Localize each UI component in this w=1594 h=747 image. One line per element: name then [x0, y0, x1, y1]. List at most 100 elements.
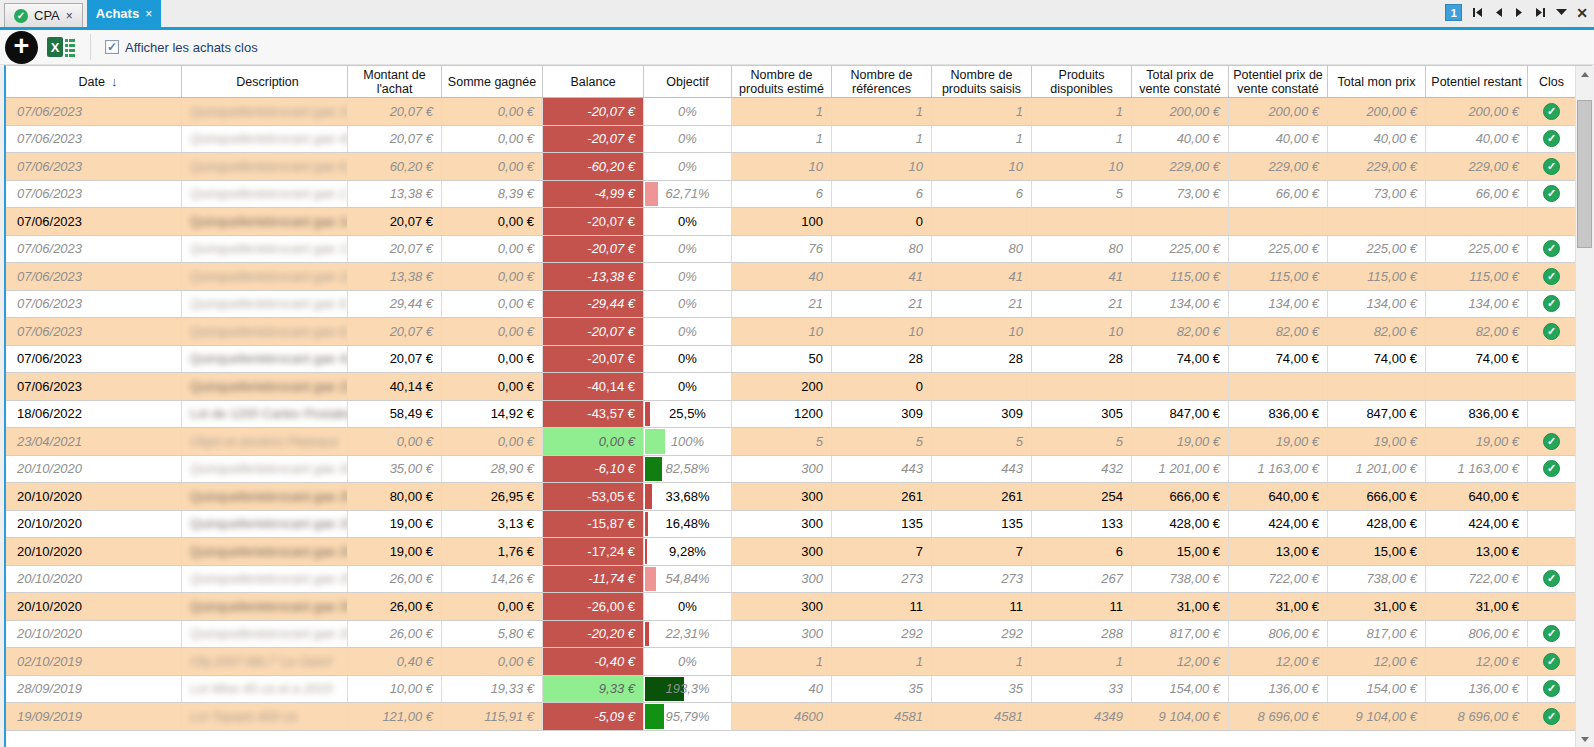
cell-total-mon-prix: 74,00 € [1328, 346, 1426, 373]
header-somme-gagnee[interactable]: Somme gagnée [442, 66, 543, 97]
table-row[interactable]: 20/10/2020 Quinquelleriebrocant gae 2009… [6, 483, 1592, 511]
last-tab-icon[interactable] [1534, 7, 1546, 19]
show-closed-checkbox[interactable]: ✓ Afficher les achats clos [105, 40, 258, 55]
header-total-mon-prix[interactable]: Total mon prix [1328, 66, 1426, 97]
cpa-check-icon: ✓ [14, 9, 28, 23]
cell-nb-saisis: 21 [932, 291, 1032, 318]
table-row[interactable]: 20/10/2020 Quinquelleriebrocant gae 2009… [6, 538, 1592, 566]
add-purchase-button[interactable]: + [5, 31, 38, 64]
table-row[interactable]: 07/06/2023 Quinquelleriebrocant gae 8_20… [6, 318, 1592, 346]
objectif-value: 25,5% [669, 406, 706, 421]
first-tab-icon[interactable] [1471, 7, 1483, 19]
cell-nb-estime: 4600 [732, 703, 832, 730]
table-row[interactable]: 23/04/2021 Objet et anciens Plateaux 0,0… [6, 428, 1592, 456]
cell-balance: -13,38 € [543, 263, 644, 290]
cell-disponibles: 6 [1032, 538, 1132, 565]
table-row[interactable]: 07/06/2023 Quinquelleriebrocant gae 8_20… [6, 291, 1592, 319]
cell-total-mon-prix: 738,00 € [1328, 566, 1426, 593]
table-row[interactable]: 07/06/2023 Quinquelleriebrocant gae 22_2… [6, 373, 1592, 401]
tab-cpa-close-icon[interactable]: × [66, 9, 73, 23]
clos-check-icon: ✓ [1543, 158, 1560, 175]
header-potentiel-prix-vente[interactable]: Potentiel prix de vente constaté [1229, 66, 1328, 97]
cell-date: 07/06/2023 [6, 236, 182, 263]
table-row[interactable]: 20/10/2020 Quinquelleriebrocant gae 2009… [6, 593, 1592, 621]
header-nb-produits-saisis[interactable]: Nombre de produits saisis [932, 66, 1032, 97]
cell-potentiel-vente: 225,00 € [1229, 236, 1328, 263]
tab-list-dropdown-icon[interactable] [1555, 7, 1567, 19]
header-clos[interactable]: Clos [1528, 66, 1575, 97]
scroll-up-icon[interactable] [1576, 66, 1593, 82]
table-header: Date ↓ Description Montant de l'achat So… [6, 66, 1592, 98]
cell-potentiel-vente: 66,00 € [1229, 181, 1328, 208]
cell-clos: ✓ [1528, 263, 1575, 290]
previous-tab-icon[interactable] [1492, 7, 1504, 19]
cell-total-mon-prix: 115,00 € [1328, 263, 1426, 290]
header-produits-disponibles[interactable]: Produits disponibles [1032, 66, 1132, 97]
cell-date: 18/06/2022 [6, 401, 182, 428]
table-row[interactable]: 18/06/2022 Lot de 1200 Cartes Postales a… [6, 401, 1592, 429]
table-row[interactable]: 07/06/2023 Quinquelleriebrocant gae 41_2… [6, 346, 1592, 374]
scrollbar-thumb[interactable] [1577, 100, 1592, 248]
cell-clos: ✓ [1528, 98, 1575, 125]
table-row[interactable]: 20/10/2020 Quinquelleriebrocant gae 2009… [6, 566, 1592, 594]
header-date[interactable]: Date ↓ [6, 66, 182, 97]
cell-montant: 0,40 € [348, 648, 442, 675]
next-tab-icon[interactable] [1513, 7, 1525, 19]
header-montant[interactable]: Montant de l'achat [348, 66, 442, 97]
tab-cpa-label: CPA [34, 8, 60, 23]
table-row[interactable]: 07/06/2023 Quinquelleriebrocant gae 17_2… [6, 236, 1592, 264]
cell-disponibles: 1 [1032, 126, 1132, 153]
table-row[interactable]: 20/10/2020 Quinquelleriebrocant gae 2009… [6, 511, 1592, 539]
cell-objectif: 95,79% [644, 703, 732, 730]
cell-montant: 19,00 € [348, 538, 442, 565]
cell-date: 07/06/2023 [6, 263, 182, 290]
objectif-progress-bar [645, 182, 658, 207]
vertical-scrollbar[interactable] [1575, 66, 1592, 747]
table-row[interactable]: 07/06/2023 Quinquelleriebrocant gae 42_2… [6, 126, 1592, 154]
table-row[interactable]: 07/06/2023 Quinquelleriebrocant gae 2_20… [6, 181, 1592, 209]
cell-date: 28/09/2019 [6, 676, 182, 703]
cell-potentiel-vente: 136,00 € [1229, 676, 1328, 703]
table-row[interactable]: 07/06/2023 Quinquelleriebrocant gae 14_2… [6, 208, 1592, 236]
cell-nb-estime: 21 [732, 291, 832, 318]
cell-objectif: 33,68% [644, 483, 732, 510]
cell-nb-references: 10 [832, 318, 932, 345]
header-objectif[interactable]: Objectif [644, 66, 732, 97]
window-close-icon[interactable]: ✕ [1576, 7, 1588, 19]
table-row[interactable]: 07/06/2023 Quinquelleriebrocant gae 12_2… [6, 263, 1592, 291]
header-total-prix-vente[interactable]: Total prix de vente constaté [1132, 66, 1229, 97]
table-row[interactable]: 20/10/2020 Quinquelleriebrocant gae 2009… [6, 456, 1592, 484]
table-row[interactable]: 28/09/2019 Lot Mixe 45 ca et a 2019 10,0… [6, 676, 1592, 704]
tab-cpa[interactable]: ✓ CPA × [4, 3, 83, 27]
cell-potentiel-restant: 115,00 € [1426, 263, 1528, 290]
cell-potentiel-restant: 424,00 € [1426, 511, 1528, 538]
table-row[interactable]: 19/09/2019 Lot Topaze 400 ca 121,00 € 11… [6, 703, 1592, 731]
header-nb-references[interactable]: Nombre de références [832, 66, 932, 97]
cell-nb-saisis: 7 [932, 538, 1032, 565]
cell-disponibles: 305 [1032, 401, 1132, 428]
header-nb-produits-estime[interactable]: Nombre de produits estimé [732, 66, 832, 97]
checkbox-label: Afficher les achats clos [125, 40, 258, 55]
table-row[interactable]: 07/06/2023 Quinquelleriebrocant gae 8_20… [6, 153, 1592, 181]
header-description[interactable]: Description [182, 66, 348, 97]
objectif-progress-bar [645, 457, 662, 482]
tab-achats-close-icon[interactable]: × [145, 7, 152, 21]
header-balance[interactable]: Balance [543, 66, 644, 97]
cell-montant: 13,38 € [348, 181, 442, 208]
table-row[interactable]: 07/06/2023 Quinquelleriebrocant gae 15_2… [6, 98, 1592, 126]
excel-export-button[interactable]: X [46, 34, 76, 60]
cell-total-vente: 115,00 € [1132, 263, 1229, 290]
cell-disponibles: 254 [1032, 483, 1132, 510]
header-potentiel-restant[interactable]: Potentiel restant [1426, 66, 1528, 97]
cell-description: Quinquelleriebrocant gae 20091 13 88L [182, 483, 348, 510]
tab-achats[interactable]: Achats × [87, 0, 161, 27]
table-row[interactable]: 20/10/2020 Quinquelleriebrocant gae 2009… [6, 621, 1592, 649]
cell-balance: -4,99 € [543, 181, 644, 208]
table-row[interactable]: 02/10/2019 Obj 2007 88L7 'Le Gelot' 0,40… [6, 648, 1592, 676]
cell-nb-references: 41 [832, 263, 932, 290]
objectif-value: 0% [678, 104, 697, 119]
cell-balance: -17,24 € [543, 538, 644, 565]
cell-clos: ✓ [1528, 236, 1575, 263]
cell-montant: 20,07 € [348, 98, 442, 125]
scroll-down-icon[interactable] [1576, 731, 1593, 747]
